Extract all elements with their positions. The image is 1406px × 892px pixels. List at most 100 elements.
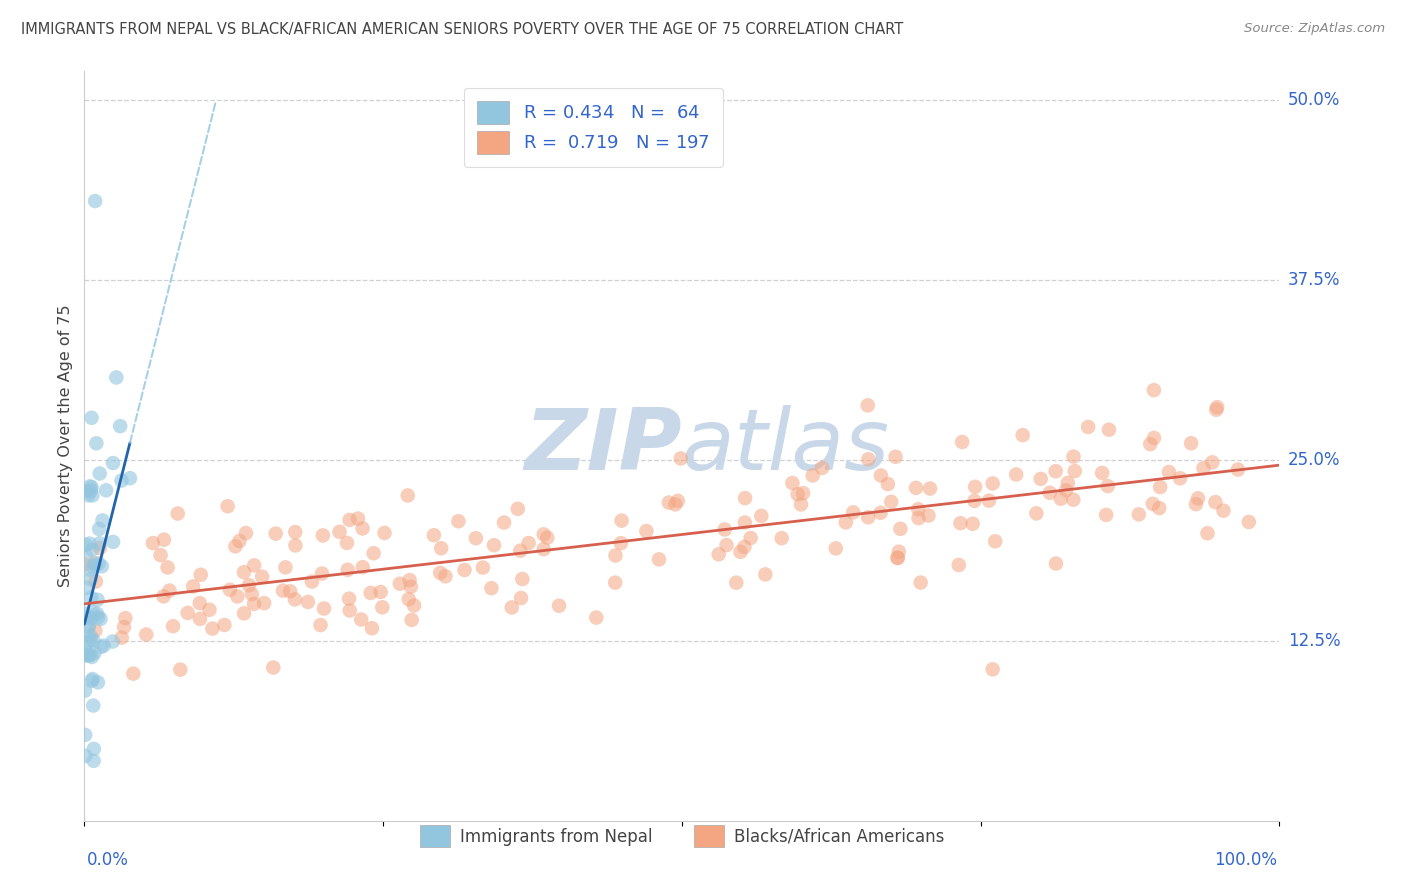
Point [177, 606, 200, 620]
Point [889, 522, 911, 536]
Point [90, 640, 112, 654]
Point [1204, 495, 1226, 509]
Point [398, 592, 420, 607]
Point [336, 536, 359, 550]
Point [373, 525, 395, 540]
Point [1063, 464, 1085, 478]
Point [82, 698, 104, 713]
Point [884, 450, 907, 464]
Point [636, 524, 658, 538]
Point [811, 461, 834, 475]
Point [664, 497, 686, 511]
Point [506, 501, 529, 516]
Point [352, 521, 374, 535]
Point [363, 546, 385, 560]
Point [1029, 472, 1052, 486]
Point [1143, 431, 1166, 445]
Point [1062, 492, 1084, 507]
Point [347, 511, 370, 525]
Point [533, 527, 555, 541]
Point [82, 542, 104, 557]
Point [856, 398, 879, 412]
Point [877, 477, 900, 491]
Point [77, 488, 100, 502]
Point [243, 558, 266, 573]
Point [262, 660, 284, 674]
Point [101, 634, 124, 648]
Point [312, 528, 335, 542]
Point [1192, 461, 1215, 475]
Point [91, 513, 114, 527]
Point [1180, 436, 1202, 450]
Point [224, 539, 246, 553]
Text: 0.0%: 0.0% [87, 851, 129, 869]
Point [1039, 485, 1062, 500]
Point [228, 533, 250, 548]
Point [226, 590, 249, 604]
Point [80, 483, 103, 498]
Point [101, 535, 124, 549]
Point [80, 591, 103, 605]
Point [725, 575, 748, 590]
Point [658, 495, 681, 509]
Point [536, 531, 558, 545]
Point [786, 487, 808, 501]
Point [648, 552, 671, 566]
Point [453, 563, 475, 577]
Point [89, 536, 111, 550]
Point [84, 194, 107, 208]
Point [89, 467, 111, 481]
Point [824, 541, 846, 556]
Point [1139, 437, 1161, 451]
Point [404, 599, 426, 613]
Point [83, 556, 105, 570]
Point [730, 545, 752, 559]
Point [1005, 467, 1028, 482]
Point [82, 605, 104, 619]
Point [360, 586, 382, 600]
Text: ZIP: ZIP [524, 404, 682, 488]
Point [271, 583, 294, 598]
Point [887, 544, 910, 558]
Point [217, 500, 239, 514]
Point [86, 436, 108, 450]
Point [77, 619, 100, 633]
Point [274, 560, 297, 574]
Point [481, 581, 503, 595]
Point [963, 493, 986, 508]
Point [108, 419, 131, 434]
Point [309, 618, 332, 632]
Point [75, 748, 97, 763]
Point [75, 538, 97, 552]
Point [80, 480, 103, 494]
Point [114, 611, 136, 625]
Point [79, 633, 101, 648]
Point [1143, 383, 1166, 397]
Point [79, 479, 101, 493]
Text: 25.0%: 25.0% [1288, 451, 1340, 469]
Point [233, 607, 256, 621]
Point [219, 582, 242, 597]
Point [80, 572, 103, 586]
Point [984, 534, 1007, 549]
Point [887, 551, 910, 566]
Point [111, 631, 134, 645]
Point [284, 592, 307, 607]
Point [471, 560, 494, 574]
Point [156, 560, 179, 574]
Point [89, 522, 111, 536]
Point [82, 672, 104, 686]
Point [83, 742, 105, 756]
Point [201, 622, 224, 636]
Point [585, 610, 607, 624]
Point [101, 456, 124, 470]
Point [82, 633, 104, 648]
Point [1168, 471, 1191, 485]
Point [492, 516, 515, 530]
Point [110, 474, 132, 488]
Point [977, 493, 1000, 508]
Point [112, 620, 135, 634]
Point [301, 574, 323, 589]
Point [740, 531, 762, 545]
Text: 100.0%: 100.0% [1213, 851, 1277, 869]
